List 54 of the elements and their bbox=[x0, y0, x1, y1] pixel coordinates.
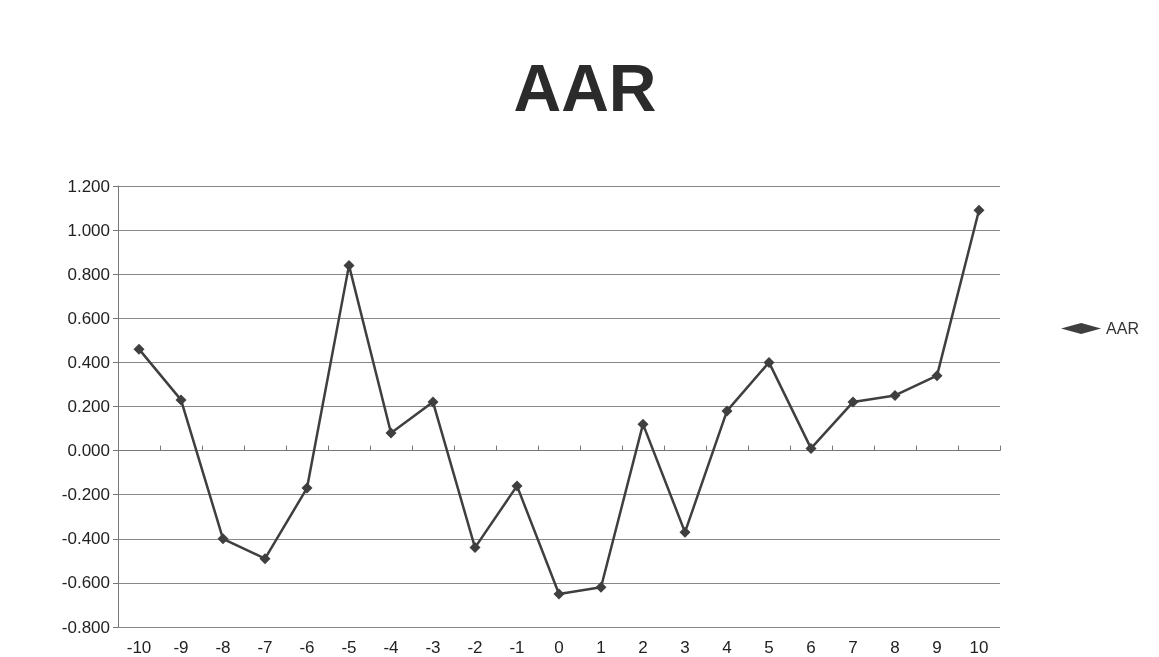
point bbox=[595, 581, 607, 593]
x-tick-label: 1 bbox=[596, 638, 606, 657]
point bbox=[721, 405, 733, 417]
y-tick-label: 0.600 bbox=[67, 308, 110, 328]
y-tick-label: 1.200 bbox=[67, 176, 110, 196]
point bbox=[301, 482, 313, 494]
x-tick-label: -2 bbox=[467, 638, 483, 657]
point bbox=[763, 356, 775, 368]
x-tick-label: 0 bbox=[554, 638, 564, 657]
chart-title: AAR bbox=[513, 51, 657, 125]
y-tick-label: 0.200 bbox=[67, 397, 110, 416]
x-tick-label: 7 bbox=[848, 638, 858, 657]
point bbox=[469, 542, 481, 554]
x-tick-label: -5 bbox=[341, 638, 357, 657]
point bbox=[637, 418, 649, 430]
x-tick-label: -4 bbox=[383, 638, 399, 657]
point bbox=[847, 396, 859, 408]
y-tick-label: -0.600 bbox=[61, 573, 110, 593]
x-tick-label: -8 bbox=[215, 638, 231, 657]
point bbox=[175, 394, 187, 406]
point bbox=[553, 588, 565, 600]
point bbox=[889, 389, 901, 401]
point bbox=[427, 396, 439, 408]
x-tick-label: -1 bbox=[509, 638, 525, 657]
legend-label: AAR bbox=[1106, 320, 1140, 337]
point bbox=[133, 343, 145, 355]
x-tick-label: 6 bbox=[806, 638, 816, 657]
point bbox=[217, 533, 229, 545]
x-tick-label: 3 bbox=[680, 638, 690, 657]
point bbox=[511, 480, 523, 492]
y-tick-label: 0.800 bbox=[67, 264, 110, 284]
x-tick-label: 5 bbox=[764, 638, 774, 657]
x-tick-label: 9 bbox=[932, 638, 942, 657]
x-tick-label: -6 bbox=[299, 638, 315, 657]
point bbox=[931, 370, 943, 382]
x-tick-label: -9 bbox=[173, 638, 189, 657]
point bbox=[973, 204, 985, 216]
x-tick-label: -10 bbox=[126, 638, 152, 657]
y-tick-label: -0.800 bbox=[61, 617, 110, 637]
point bbox=[805, 442, 817, 454]
y-tick-label: 1.000 bbox=[67, 220, 110, 240]
y-tick-label: -0.400 bbox=[61, 529, 110, 549]
y-tick-label: 0.400 bbox=[67, 352, 110, 372]
x-tick-label: 4 bbox=[722, 638, 732, 657]
y-tick-label: -0.200 bbox=[61, 485, 110, 505]
x-tick-label: -3 bbox=[425, 638, 441, 657]
point bbox=[679, 526, 691, 538]
x-tick-label: 2 bbox=[638, 638, 648, 657]
y-tick-label: 0.000 bbox=[67, 441, 110, 461]
x-tick-label: 8 bbox=[890, 638, 900, 657]
x-tick-label: 10 bbox=[969, 638, 989, 657]
point bbox=[259, 553, 271, 565]
point bbox=[385, 427, 397, 439]
x-tick-label: -7 bbox=[257, 638, 273, 657]
